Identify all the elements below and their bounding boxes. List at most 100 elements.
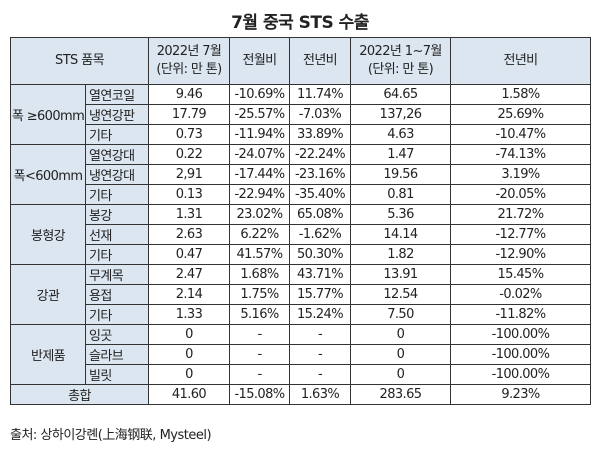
ytd-value: 12.54 <box>350 284 451 305</box>
yoy-change: -7.03% <box>289 104 351 125</box>
mom-change: -17.44% <box>229 164 290 185</box>
yoy-change: 15.24% <box>289 304 351 325</box>
table-row: 선재 2.63 6.22% -1.62% 14.14 -12.77% <box>11 224 591 245</box>
july-value: 17.79 <box>148 104 230 125</box>
ytd-value: 4.63 <box>350 124 451 145</box>
july-value: 0 <box>148 364 230 385</box>
sts-export-table: STS 품목 2022년 7월 (단위: 만 톤) 전월비 전년비 2022년 1… <box>10 37 591 405</box>
mom-change: - <box>229 364 290 385</box>
total-mom-change: -15.08% <box>229 384 290 405</box>
ytd-value: 19.56 <box>350 164 451 185</box>
ytd-value: 13.91 <box>350 264 451 285</box>
header-ytd-yoy: 전년비 <box>450 37 591 85</box>
ytd-value: 14.14 <box>350 224 451 245</box>
table-row: 폭<600mm 열연강대 0.22 -24.07% -22.24% 1.47 -74.13% <box>10 144 591 205</box>
mom-change: 1.75% <box>229 284 290 305</box>
yoy-change: - <box>289 364 351 385</box>
item-label: 열연코일 <box>85 84 149 105</box>
july-value: 0.47 <box>148 244 230 265</box>
mom-change: 5.16% <box>229 304 290 325</box>
yoy-change: -23.16% <box>289 164 351 185</box>
header-ytd-line2: (단위: 만 톤) <box>367 62 434 77</box>
ytd-value: 0 <box>350 344 451 365</box>
table-row: 빌릿 0- -0 -100.00% <box>11 364 591 385</box>
item-label: 냉연강판 <box>85 104 149 125</box>
july-value: 2.63 <box>148 224 230 245</box>
july-value: 0 <box>148 344 230 365</box>
mom-change: - <box>229 324 290 345</box>
table-row: 폭 ≥600mm 열연코일 9.46 -10.69% 11.74% 64.65 1.58% <box>10 84 591 145</box>
ytd-value: 7.50 <box>350 304 451 325</box>
item-label: 용접 <box>85 284 149 305</box>
yoy-change: -22.24% <box>289 144 351 165</box>
ytd-value: 0 <box>350 364 451 385</box>
table-row: 봉형강 봉강 1.31 23.02% 65.08% 5.36 21.72% <box>10 204 591 265</box>
item-label: 빌릿 <box>85 364 149 385</box>
table-title: 7월 중국 STS 수출 <box>231 13 369 33</box>
total-yoy-change: 1.63% <box>289 384 351 405</box>
yoy-change: - <box>289 344 351 365</box>
item-label: 선재 <box>85 224 149 245</box>
july-value: 1.31 <box>148 204 230 225</box>
mom-change: -10.69% <box>229 84 290 105</box>
item-label: 봉강 <box>85 204 149 225</box>
total-row: 총합 41.60 -15.08% 1.63% 283.65 9.23% <box>10 384 591 405</box>
mom-change: 1.68% <box>229 264 290 285</box>
july-value: 0.73 <box>148 124 230 145</box>
yoy-change: - <box>289 324 351 345</box>
mom-change: -11.94% <box>229 124 290 145</box>
table-row: 기타 0.13 -22.94% -35.40% 0.81 -20.05% <box>11 184 591 205</box>
header-mom: 전월비 <box>229 37 290 85</box>
yoy-change: 50.30% <box>289 244 351 265</box>
ytd-yoy-change: -100.00% <box>450 344 591 365</box>
table-row: 냉연강대 2,91 -17.44% -23.16% 19.56 3.19% <box>11 164 591 185</box>
ytd-value: 137,26 <box>350 104 451 125</box>
total-ytd-yoy-change: 9.23% <box>450 384 591 405</box>
header-yoy: 전년비 <box>289 37 351 85</box>
group-label: 봉형강 <box>10 204 86 265</box>
july-value: 0 <box>148 324 230 345</box>
table-row: 냉연강판 17.79 -25.57% -7.03% 137,26 25.69% <box>11 104 591 125</box>
july-value: 0.13 <box>148 184 230 205</box>
yoy-change: 33.89% <box>289 124 351 145</box>
ytd-yoy-change: 15.45% <box>450 264 591 285</box>
july-value: 2.14 <box>148 284 230 305</box>
ytd-yoy-change: 1.58% <box>450 84 591 105</box>
mom-change: -25.57% <box>229 104 290 125</box>
group-label: 강관 <box>10 264 86 325</box>
ytd-yoy-change: 21.72% <box>450 204 591 225</box>
ytd-yoy-change: -11.82% <box>450 304 591 325</box>
item-label: 무계목 <box>85 264 149 285</box>
table-row: 반제품 잉곳 0- -0 -100.00% <box>10 324 591 385</box>
yoy-change: -35.40% <box>289 184 351 205</box>
ytd-value: 0.81 <box>350 184 451 205</box>
ytd-yoy-change: -10.47% <box>450 124 591 145</box>
table-row: 슬라브 0- -0 -100.00% <box>11 344 591 365</box>
ytd-yoy-change: -74.13% <box>450 144 591 165</box>
total-july-value: 41.60 <box>148 384 230 405</box>
item-label: 잉곳 <box>85 324 149 345</box>
mom-change: -24.07% <box>229 144 290 165</box>
item-label: 기타 <box>85 244 149 265</box>
table-row: 기타 0.47 41.57% 50.30% 1.82 -12.90% <box>11 244 591 265</box>
mom-change: 23.02% <box>229 204 290 225</box>
group-label: 반제품 <box>10 324 86 385</box>
july-value: 2,91 <box>148 164 230 185</box>
ytd-yoy-change: -0.02% <box>450 284 591 305</box>
source-note: 출처: 상하이강롄(上海钢联, Mysteel) <box>10 428 212 443</box>
ytd-yoy-change: 25.69% <box>450 104 591 125</box>
total-ytd-value: 283.65 <box>350 384 451 405</box>
ytd-yoy-change: 3.19% <box>450 164 591 185</box>
ytd-value: 64.65 <box>350 84 451 105</box>
item-label: 기타 <box>85 124 149 145</box>
table-row: 기타 0.73 -11.94% 33.89% 4.63 -10.47% <box>11 124 591 145</box>
header-ytd-line1: 2022년 1~7월 <box>359 44 442 59</box>
july-value: 0.22 <box>148 144 230 165</box>
ytd-yoy-change: -20.05% <box>450 184 591 205</box>
item-label: 기타 <box>85 304 149 325</box>
july-value: 1.33 <box>148 304 230 325</box>
header-july-line2: (단위: 만 톤) <box>156 62 222 77</box>
ytd-yoy-change: -12.90% <box>450 244 591 265</box>
item-label: 기타 <box>85 184 149 205</box>
yoy-change: 43.71% <box>289 264 351 285</box>
